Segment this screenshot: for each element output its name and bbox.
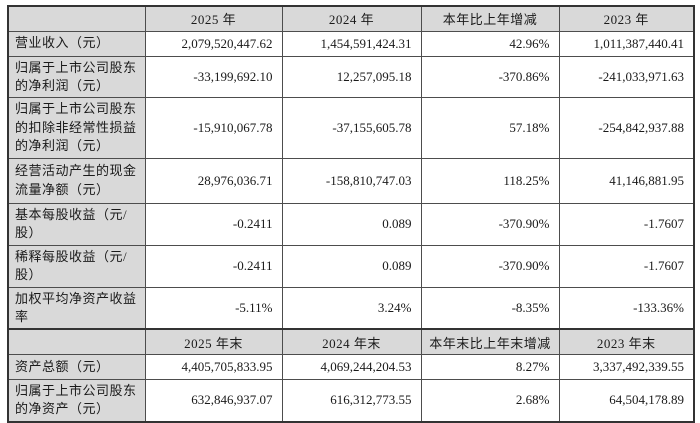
cell-value: 2,079,520,447.62 — [144, 30, 283, 57]
cell-value: 3.24% — [281, 286, 422, 330]
table-row: 稀释每股收益（元/股） -0.2411 0.089 -370.90% -1.76… — [7, 244, 695, 288]
cell-value: -1.7607 — [558, 202, 695, 246]
document-page: 2025 年 2024 年 本年比上年增减 2023 年 营业收入（元） 2,0… — [7, 5, 695, 423]
cell-value: 0.089 — [281, 202, 422, 246]
col-2025-end: 2025 年末 — [144, 328, 283, 355]
col-yoy-change: 本年比上年增减 — [420, 5, 560, 32]
cell-value: 57.18% — [420, 97, 560, 159]
table-row: 资产总额（元） 4,405,705,833.95 4,069,244,204.5… — [7, 353, 695, 380]
cell-value: 3,337,492,339.55 — [558, 353, 695, 380]
cell-value: -370.90% — [420, 202, 560, 246]
cell-value: 64,504,178.89 — [558, 378, 695, 423]
cell-value: -0.2411 — [144, 202, 283, 246]
cell-value: 28,976,036.71 — [144, 157, 283, 204]
col-2025: 2025 年 — [144, 5, 283, 32]
corner-cell — [7, 328, 146, 355]
cell-value: 4,405,705,833.95 — [144, 353, 283, 380]
cell-value: -37,155,605.78 — [281, 97, 422, 159]
row-label: 归属于上市公司股东的扣除非经常性损益的净利润（元） — [7, 97, 146, 159]
cell-value: 0.089 — [281, 244, 422, 288]
cell-value: -158,810,747.03 — [281, 157, 422, 204]
cell-value: -133.36% — [558, 286, 695, 330]
table-row: 归属于上市公司股东的净利润（元） -33,199,692.10 12,257,0… — [7, 55, 695, 99]
table-header-row-annual: 2025 年 2024 年 本年比上年增减 2023 年 — [7, 5, 695, 32]
cell-value: -254,842,937.88 — [558, 97, 695, 159]
row-label: 经营活动产生的现金流量净额（元） — [7, 157, 146, 204]
table-row: 加权平均净资产收益率 -5.11% 3.24% -8.35% -133.36% — [7, 286, 695, 330]
row-label: 归属于上市公司股东的净资产（元） — [7, 378, 146, 423]
col-2024-end: 2024 年末 — [281, 328, 422, 355]
cell-value: 41,146,881.95 — [558, 157, 695, 204]
row-label: 归属于上市公司股东的净利润（元） — [7, 55, 146, 99]
cell-value: -5.11% — [144, 286, 283, 330]
cell-value: 42.96% — [420, 30, 560, 57]
cell-value: 4,069,244,204.53 — [281, 353, 422, 380]
table-row: 归属于上市公司股东的扣除非经常性损益的净利润（元） -15,910,067.78… — [7, 97, 695, 159]
cell-value: -1.7607 — [558, 244, 695, 288]
table-row: 基本每股收益（元/股） -0.2411 0.089 -370.90% -1.76… — [7, 202, 695, 246]
row-label: 资产总额（元） — [7, 353, 146, 380]
row-label: 基本每股收益（元/股） — [7, 202, 146, 246]
cell-value: 2.68% — [420, 378, 560, 423]
col-2024: 2024 年 — [281, 5, 422, 32]
row-label: 加权平均净资产收益率 — [7, 286, 146, 330]
table-row: 经营活动产生的现金流量净额（元） 28,976,036.71 -158,810,… — [7, 157, 695, 204]
cell-value: -0.2411 — [144, 244, 283, 288]
col-yoy-end-change: 本年末比上年末增减 — [420, 328, 560, 355]
cell-value: 8.27% — [420, 353, 560, 380]
cell-value: -370.86% — [420, 55, 560, 99]
cell-value: 616,312,773.55 — [281, 378, 422, 423]
cell-value: -15,910,067.78 — [144, 97, 283, 159]
cell-value: -241,033,971.63 — [558, 55, 695, 99]
col-2023-end: 2023 年末 — [558, 328, 695, 355]
row-label: 营业收入（元） — [7, 30, 146, 57]
cell-value: 1,454,591,424.31 — [281, 30, 422, 57]
financial-summary-table: 2025 年 2024 年 本年比上年增减 2023 年 营业收入（元） 2,0… — [7, 5, 695, 423]
table-row: 归属于上市公司股东的净资产（元） 632,846,937.07 616,312,… — [7, 378, 695, 423]
table-header-row-period-end: 2025 年末 2024 年末 本年末比上年末增减 2023 年末 — [7, 328, 695, 355]
col-2023: 2023 年 — [558, 5, 695, 32]
cell-value: -33,199,692.10 — [144, 55, 283, 99]
cell-value: 632,846,937.07 — [144, 378, 283, 423]
cell-value: 1,011,387,440.41 — [558, 30, 695, 57]
cell-value: 12,257,095.18 — [281, 55, 422, 99]
row-label: 稀释每股收益（元/股） — [7, 244, 146, 288]
cell-value: -8.35% — [420, 286, 560, 330]
cell-value: 118.25% — [420, 157, 560, 204]
cell-value: -370.90% — [420, 244, 560, 288]
corner-cell — [7, 5, 146, 32]
table-row: 营业收入（元） 2,079,520,447.62 1,454,591,424.3… — [7, 30, 695, 57]
